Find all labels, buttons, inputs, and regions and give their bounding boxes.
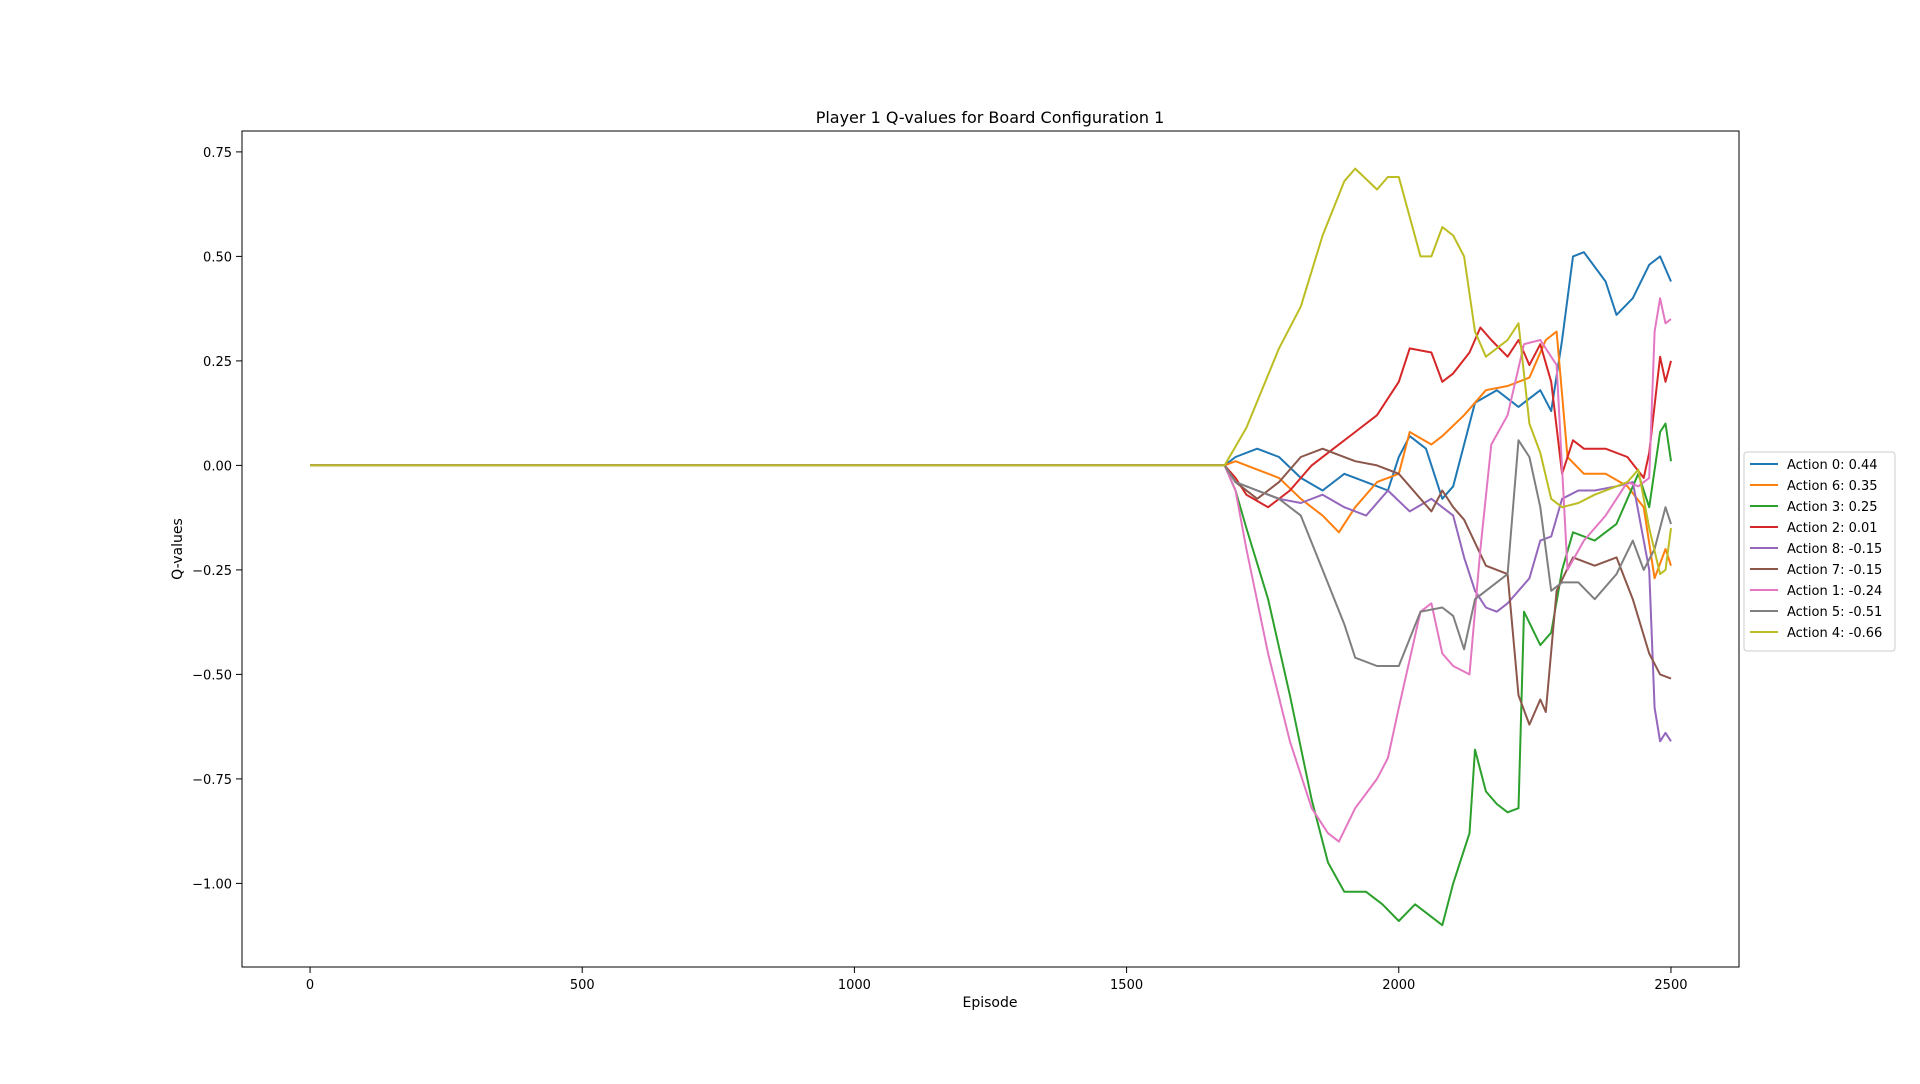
y-tick-label: −0.75 <box>192 773 232 788</box>
series-line-1 <box>310 330 1672 580</box>
legend-label: Action 0: 0.44 <box>1787 458 1878 473</box>
legend-label: Action 3: 0.25 <box>1787 500 1878 515</box>
legend-label: Action 4: -0.66 <box>1787 626 1882 641</box>
y-tick-label: 0.00 <box>203 459 232 474</box>
x-tick-label: 1500 <box>1110 978 1143 993</box>
axes-frame <box>241 130 1740 968</box>
x-tick-label: 0 <box>306 978 314 993</box>
series-line-7 <box>310 439 1672 667</box>
y-tick-label: 0.25 <box>203 355 232 370</box>
legend-label: Action 8: -0.15 <box>1787 542 1882 557</box>
x-axis-label: Episode <box>963 995 1018 1011</box>
y-tick-label: −0.50 <box>192 668 232 683</box>
series-line-6 <box>310 297 1672 843</box>
legend-label: Action 6: 0.35 <box>1787 479 1878 494</box>
series-line-8 <box>310 167 1672 576</box>
x-axis: 0 500 1000 1500 2000 2500 <box>306 967 1688 993</box>
chart-title: Player 1 Q-values for Board Configuratio… <box>816 108 1165 127</box>
y-tick-label: 0.75 <box>203 146 232 161</box>
x-tick-label: 2500 <box>1654 978 1687 993</box>
y-tick-label: −1.00 <box>192 877 232 892</box>
series-line-2 <box>310 422 1672 927</box>
series-line-4 <box>310 464 1672 743</box>
plot-area <box>310 167 1672 927</box>
y-tick-label: 0.50 <box>203 250 232 265</box>
y-axis-label: Q-values <box>170 518 186 580</box>
x-tick-label: 500 <box>570 978 595 993</box>
series-line-3 <box>310 326 1672 509</box>
y-axis: 0.75 0.50 0.25 0.00 −0.25 −0.50 −0.75 −1.00 <box>192 146 242 892</box>
legend: Action 0: 0.44 Action 6: 0.35 Action 3: 0.… <box>1743 451 1896 652</box>
series-line-5 <box>310 447 1672 726</box>
x-tick-label: 1000 <box>838 978 871 993</box>
legend-label: Action 7: -0.15 <box>1787 563 1882 578</box>
legend-box <box>1743 451 1896 652</box>
y-tick-label: −0.25 <box>192 564 232 579</box>
series-line-0 <box>310 251 1672 500</box>
legend-label: Action 1: -0.24 <box>1787 584 1882 599</box>
legend-label: Action 2: 0.01 <box>1787 521 1878 536</box>
legend-label: Action 5: -0.51 <box>1787 605 1882 620</box>
x-tick-label: 2000 <box>1382 978 1415 993</box>
